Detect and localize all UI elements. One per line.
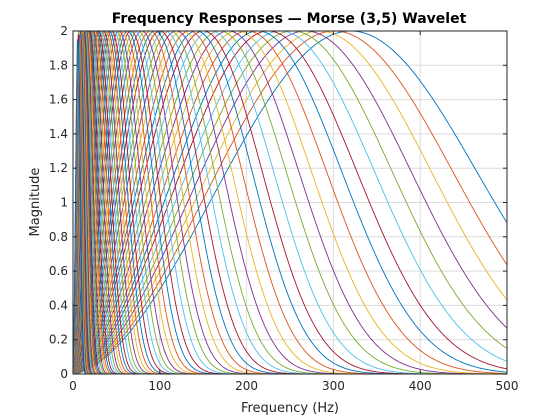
series-line: [73, 31, 507, 374]
series-line: [73, 31, 507, 374]
x-axis-label: Frequency (Hz): [241, 401, 339, 416]
series-line: [73, 31, 507, 374]
x-tick-label: 300: [322, 379, 345, 393]
y-tick-label: 1.4: [49, 127, 68, 141]
series-line: [73, 31, 507, 374]
series-line: [73, 31, 507, 374]
y-tick-label: 1.6: [49, 93, 68, 107]
series-line: [73, 31, 507, 374]
y-tick-label: 0.4: [49, 298, 68, 312]
series-line: [73, 31, 507, 374]
x-tick-label: 400: [409, 379, 432, 393]
series-line: [73, 31, 507, 374]
series-line: [73, 31, 507, 374]
y-tick-label: 2: [60, 24, 68, 38]
series-line: [73, 31, 507, 374]
series-line: [73, 31, 507, 374]
x-tick-label: 200: [235, 379, 258, 393]
y-tick-label: 1: [60, 196, 68, 210]
series-line: [73, 31, 507, 374]
y-tick-label: 0.6: [49, 264, 68, 278]
series-line: [73, 31, 507, 374]
y-tick-label: 1.2: [49, 161, 68, 175]
series-line: [73, 39, 507, 374]
series-line: [73, 31, 507, 374]
y-axis-label: Magnitude: [28, 168, 43, 237]
series-line: [73, 31, 507, 374]
y-tick-label: 1.8: [49, 58, 68, 72]
series-line: [73, 31, 507, 374]
ticks: 0 100 200 300 400 500 0 0.2 0.4 0.6 0.8 1 1.2 1.4 1.6 1…: [49, 24, 519, 393]
x-tick-label: 0: [69, 379, 77, 393]
series-line: [73, 31, 507, 374]
series-line: [73, 31, 507, 374]
x-tick-label: 100: [148, 379, 171, 393]
y-tick-label: 0.2: [49, 333, 68, 347]
series-line: [73, 31, 507, 374]
series-line: [73, 31, 507, 374]
chart-title: Frequency Responses — Morse (3,5) Wavele…: [112, 11, 467, 27]
series-line: [73, 31, 507, 374]
y-tick-label: 0.8: [49, 230, 68, 244]
series-line: [73, 31, 507, 374]
series-line: [73, 31, 507, 374]
series-line: [73, 31, 507, 374]
series-line: [73, 31, 507, 374]
series-line: [73, 31, 507, 374]
x-tick-label: 500: [496, 379, 519, 393]
series-line: [73, 31, 507, 374]
series-line: [73, 31, 507, 374]
y-tick-label: 0: [60, 367, 68, 381]
